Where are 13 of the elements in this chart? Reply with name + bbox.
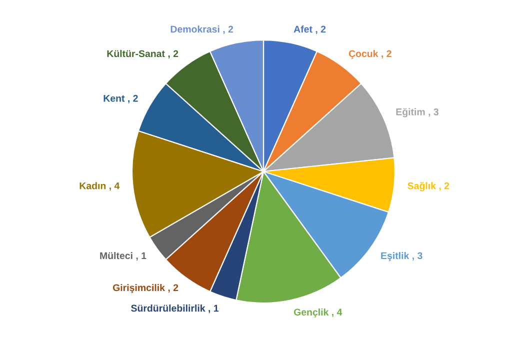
slice-label: Demokrasi , 2 [170, 25, 234, 34]
slice-label: Mülteci , 1 [100, 252, 146, 261]
slice-label: Eşitlik , 3 [381, 252, 422, 262]
slice-label: Kültür-Sanat , 2 [107, 50, 178, 59]
slice-label: Sağlık , 2 [408, 182, 450, 192]
slice-label: Sürdürülebilirlik , 1 [131, 304, 219, 314]
slice-label: Afet , 2 [294, 25, 326, 34]
slice-label: Kent , 2 [104, 94, 138, 104]
slice-label: Gençlik , 4 [294, 308, 342, 318]
slice-label: Çocuk , 2 [348, 50, 392, 60]
slice-label: Kadın , 4 [80, 182, 120, 191]
slice-label: Girişimcilik , 2 [112, 284, 178, 294]
slice-label: Eğitim , 3 [396, 108, 438, 118]
